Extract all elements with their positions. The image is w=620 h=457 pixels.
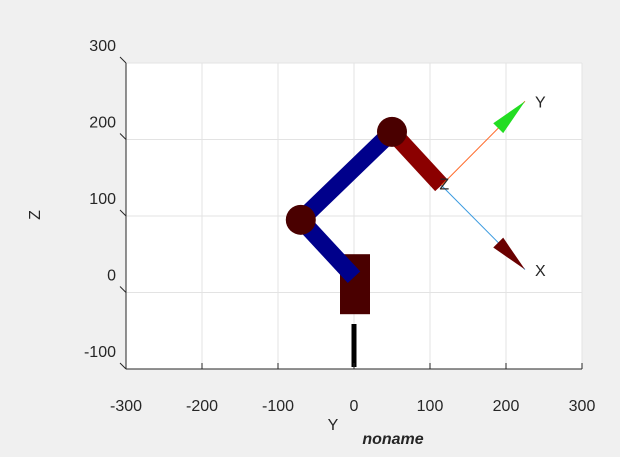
- chart: Y X Z Y Z noname -300 -200 -100 0 100 200 300 -10…: [0, 0, 620, 457]
- y-tick-label: 100: [89, 191, 116, 208]
- frame-label: X: [535, 263, 546, 280]
- x-tick-label: 300: [569, 398, 596, 415]
- x-tick-label: 200: [493, 398, 520, 415]
- chart-title: noname: [362, 431, 423, 448]
- x-axis-label: Y: [328, 417, 339, 434]
- x-tick-label: -200: [186, 398, 218, 415]
- x-tick-label: 0: [350, 398, 359, 415]
- x-tick-label: 100: [417, 398, 444, 415]
- frame-label: Z: [439, 177, 449, 194]
- y-tick-label: 0: [107, 268, 116, 285]
- y-tick-label: 200: [89, 115, 116, 132]
- frame-label: Y: [535, 94, 546, 111]
- y-tick-label: 300: [89, 38, 116, 55]
- joint: [377, 117, 407, 147]
- joint: [286, 205, 316, 235]
- y-tick-label: -100: [84, 344, 116, 361]
- y-axis-label: Z: [27, 210, 44, 220]
- x-tick-label: -300: [110, 398, 142, 415]
- x-tick-label: -100: [262, 398, 294, 415]
